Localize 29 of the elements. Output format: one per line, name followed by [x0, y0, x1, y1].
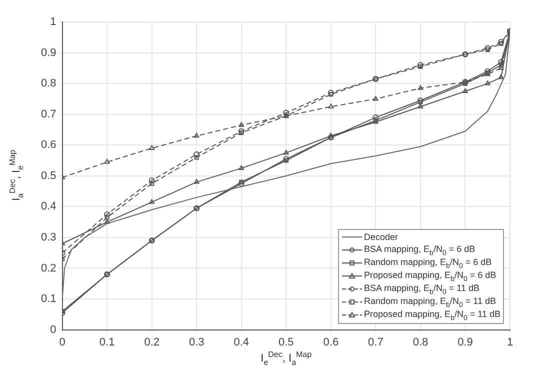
x-tick-label: 0.3 — [188, 336, 204, 348]
x-tick-label: 0.8 — [412, 336, 428, 348]
x-tick-label: 0.6 — [323, 336, 339, 348]
legend-label: Decoder — [364, 232, 398, 242]
legend-label: Random mapping, E$_{b}$/N$_{0}$ = 11 dB — [364, 296, 496, 309]
y-tick-label: 0.4 — [40, 200, 56, 213]
x-tick-label: 0.9 — [458, 336, 473, 348]
y-tick-label: 0.2 — [40, 262, 56, 274]
y-tick-label: 0.5 — [40, 170, 56, 182]
x-tick-label: 0 — [59, 336, 66, 348]
y-tick-label: 0.8 — [40, 78, 56, 90]
y-tick-label: 0.3 — [40, 231, 56, 244]
legend-label: Proposed mapping, E$_{b}$/N$_{0}$ = 6 dB — [364, 270, 496, 283]
x-tick-label: 0.1 — [99, 336, 115, 348]
x-tick-label: 1 — [506, 336, 514, 348]
x-tick-label: 0.4 — [234, 336, 250, 348]
x-tick-label: 0.2 — [144, 336, 160, 348]
y-tick-label: 0.6 — [40, 139, 56, 152]
y-tick-label: 0 — [50, 324, 56, 336]
legend-label: Proposed mapping, E$_{b}$/N$_{0}$ = 11 dB — [364, 308, 500, 322]
y-tick-label: 0.9 — [40, 46, 56, 59]
x-tick-label: 0.7 — [368, 336, 384, 348]
y-tick-label: 0.1 — [40, 293, 56, 306]
y-tick-label: 1 — [50, 16, 56, 28]
legend-label: BSA mapping, E$_{b}$/N$_{0}$ = 11 dB — [364, 282, 480, 296]
y-tick-label: 0.7 — [40, 108, 56, 120]
x-tick-label: 0.5 — [278, 336, 294, 348]
legend-label: Random mapping, E$_{b}$/N$_{0}$ = 6 dB — [364, 256, 492, 270]
legend-label: BSA mapping, E$_{b}$/N$_{0}$ = 6 dB — [364, 244, 476, 257]
